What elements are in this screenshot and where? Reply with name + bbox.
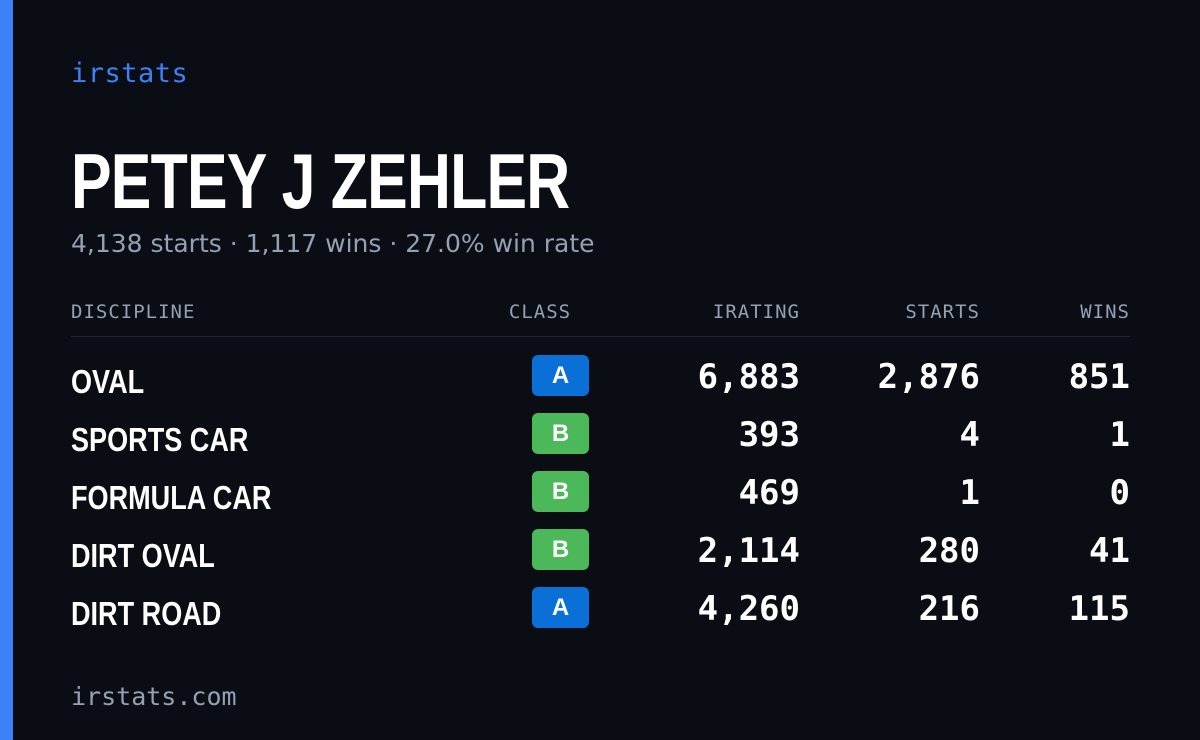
- header-class: CLASS: [508, 301, 572, 323]
- wins-value: 41: [1089, 531, 1130, 571]
- discipline-stats-table: DISCIPLINE CLASS IRATING STARTS WINS OVA…: [71, 298, 1130, 643]
- class-badge: B: [532, 413, 589, 454]
- brand-logo-text: irstats: [71, 58, 189, 89]
- irating-value: 469: [738, 473, 800, 513]
- discipline-name: OVAL: [71, 363, 145, 400]
- header-irating: IRATING: [712, 301, 800, 323]
- header-wins: WINS: [1080, 301, 1130, 323]
- table-row: SPORTS CAR B 393 4 1: [71, 411, 1130, 469]
- driver-summary: 4,138 starts · 1,117 wins · 27.0% win ra…: [71, 229, 595, 258]
- header-discipline: DISCIPLINE: [71, 301, 196, 323]
- table-row: DIRT OVAL B 2,114 280 41: [71, 527, 1130, 585]
- table-row: OVAL A 6,883 2,876 851: [71, 353, 1130, 411]
- irating-value: 4,260: [697, 589, 800, 629]
- irating-value: 393: [738, 415, 800, 455]
- table-header: DISCIPLINE CLASS IRATING STARTS WINS: [71, 298, 1130, 337]
- accent-bar: [0, 0, 13, 740]
- class-badge: B: [532, 529, 589, 570]
- table-row: DIRT ROAD A 4,260 216 115: [71, 585, 1130, 643]
- wins-value: 1: [1109, 415, 1130, 455]
- class-badge: A: [532, 355, 589, 396]
- discipline-name: SPORTS CAR: [71, 421, 249, 458]
- table-row: FORMULA CAR B 469 1 0: [71, 469, 1130, 527]
- wins-value: 115: [1068, 589, 1130, 629]
- starts-value: 2,876: [877, 357, 980, 397]
- starts-value: 280: [918, 531, 980, 571]
- discipline-name: DIRT OVAL: [71, 537, 215, 574]
- starts-value: 216: [918, 589, 980, 629]
- discipline-name: FORMULA CAR: [71, 479, 272, 516]
- class-badge: B: [532, 471, 589, 512]
- class-badge: A: [532, 587, 589, 628]
- irating-value: 6,883: [697, 357, 800, 397]
- wins-value: 851: [1068, 357, 1130, 397]
- driver-name: PETEY J ZEHLER: [71, 137, 570, 225]
- starts-value: 1: [959, 473, 980, 513]
- wins-value: 0: [1109, 473, 1130, 513]
- starts-value: 4: [959, 415, 980, 455]
- irating-value: 2,114: [697, 531, 800, 571]
- discipline-name: DIRT ROAD: [71, 595, 222, 632]
- footer-url: irstats.com: [71, 682, 237, 711]
- header-starts: STARTS: [905, 301, 980, 323]
